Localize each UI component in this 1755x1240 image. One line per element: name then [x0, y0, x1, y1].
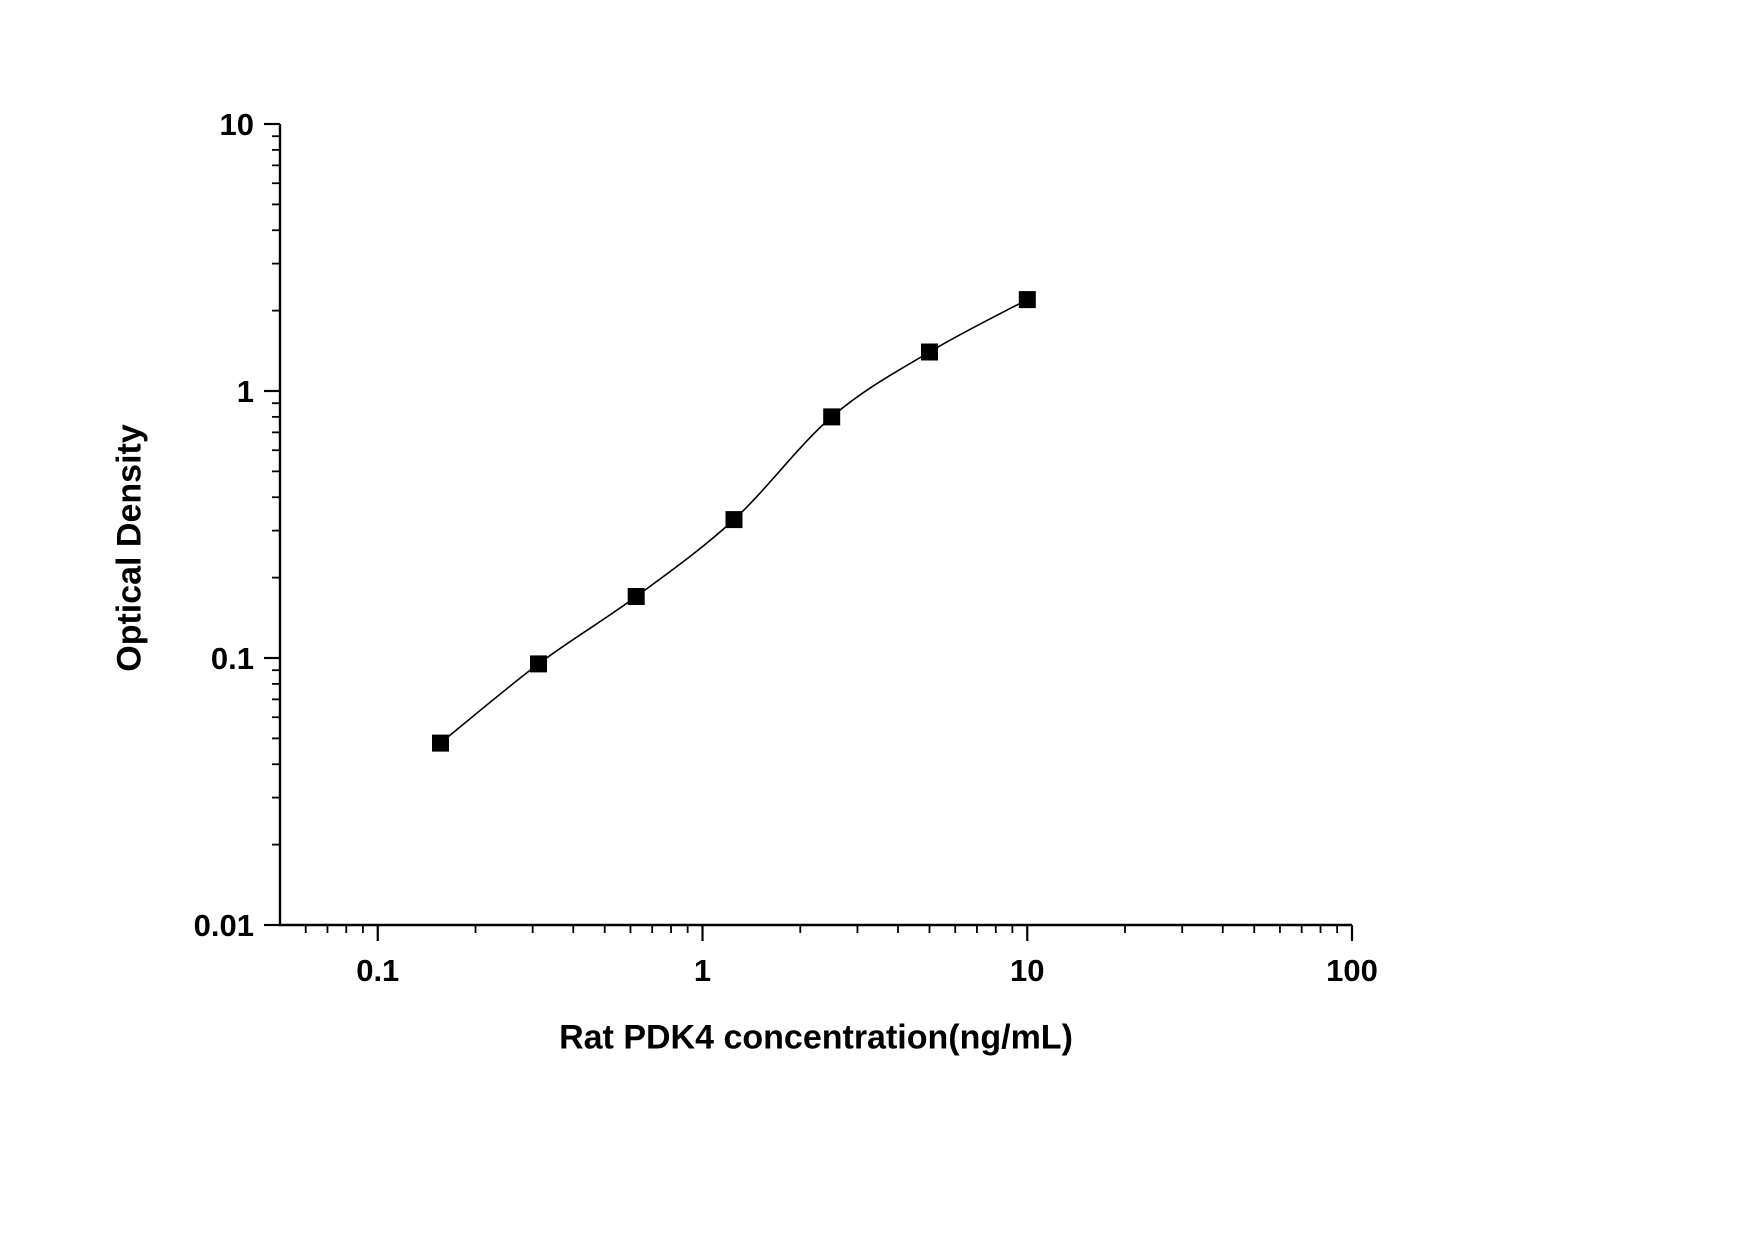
y-tick-label: 0.01 [194, 908, 254, 943]
data-point-marker [725, 511, 743, 529]
data-point-marker [823, 408, 841, 426]
data-point-marker [921, 343, 938, 361]
x-tick-label: 10 [1010, 953, 1044, 988]
data-point-marker [530, 655, 547, 673]
x-tick-label: 0.1 [356, 953, 399, 988]
data-point-marker [1018, 291, 1036, 309]
y-tick-label: 0.1 [211, 641, 254, 676]
x-tick-label: 1 [694, 953, 711, 988]
data-point-marker [627, 588, 645, 605]
x-tick-label: 100 [1326, 953, 1378, 988]
y-tick-label: 1 [237, 374, 254, 409]
data-point-marker [432, 734, 449, 752]
axis-lines [278, 124, 1352, 927]
y-tick-label: 10 [220, 107, 254, 142]
y-axis-title: Optical Density [110, 424, 149, 672]
x-axis-title: Rat PDK4 concentration(ng/mL) [559, 1018, 1073, 1057]
